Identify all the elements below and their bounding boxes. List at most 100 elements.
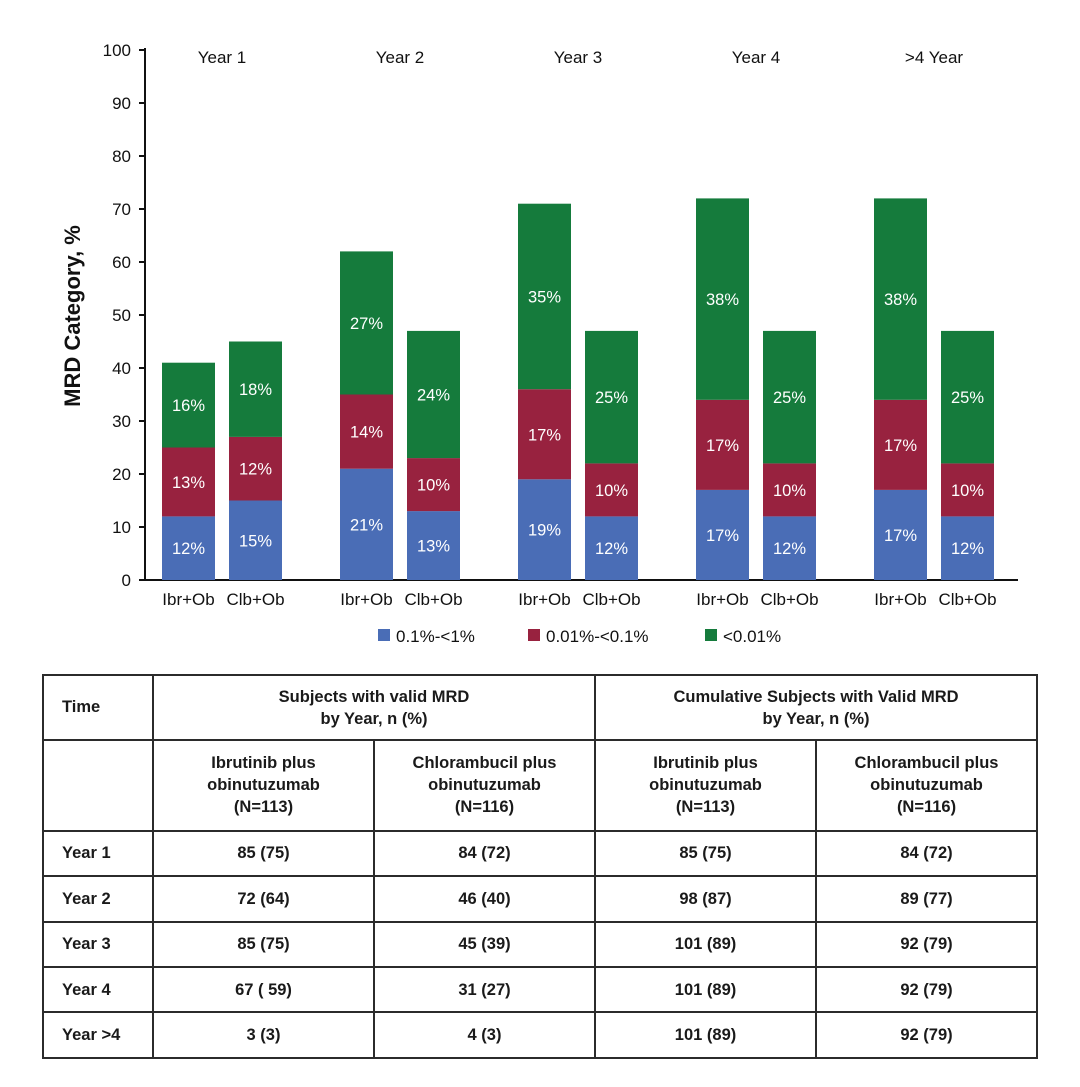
clb-header-n: (N=116) <box>454 798 515 817</box>
y-tick-label: 70 <box>112 200 131 219</box>
bar-segment <box>407 330 460 459</box>
y-tick-label: 20 <box>112 465 131 484</box>
clb-header-line1: Chlorambucil plus <box>412 754 557 773</box>
legend-swatch <box>378 629 390 641</box>
data-label: 16% <box>172 397 205 415</box>
data-label: 13% <box>417 538 450 556</box>
row-time: Year 4 <box>42 966 154 1014</box>
data-label: 10% <box>951 482 984 500</box>
cell-clb-valid: 84 (72) <box>372 829 597 878</box>
bar-segment <box>407 458 460 512</box>
cumulative-header-line2: by Year, n (%) <box>762 710 870 729</box>
bar-segment <box>696 198 749 400</box>
data-label: 12% <box>951 540 984 558</box>
cumulative-clb-column-header: Chlorambucil plus obinutuzumab (N=116) <box>815 738 1039 832</box>
legend-label: <0.01% <box>723 627 781 646</box>
data-label: 38% <box>706 291 739 309</box>
cell-clb-cumulative: 89 (77) <box>815 875 1039 923</box>
clb-header-line2: obinutuzumab <box>428 776 541 795</box>
cumulative-ibr-column-header: Ibrutinib plus obinutuzumab (N=113) <box>594 738 818 832</box>
x-tick-label: Clb+Ob <box>226 590 284 609</box>
y-tick-label: 50 <box>112 306 131 325</box>
data-label: 17% <box>884 527 917 545</box>
data-label: 12% <box>239 461 272 479</box>
bar-segment <box>585 463 638 517</box>
cell-clb-valid: 4 (3) <box>372 1011 597 1059</box>
data-label: 38% <box>884 291 917 309</box>
group-label: Year 2 <box>376 48 425 67</box>
bar-segment <box>874 399 927 490</box>
table-row: Year 3 85 (75) 45 (39) 101 (89) 92 (79) <box>42 920 1039 969</box>
x-tick-label: Ibr+Ob <box>518 590 570 609</box>
bar-segment <box>518 389 571 480</box>
cum-ibr-header-line1: Ibrutinib plus <box>653 754 758 773</box>
legend-swatch <box>528 629 540 641</box>
bar-segment <box>518 479 571 580</box>
row-time: Year 2 <box>42 875 154 923</box>
row-time: Year >4 <box>42 1011 154 1059</box>
y-tick-label: 100 <box>103 41 131 60</box>
ibr-header-line2: obinutuzumab <box>207 776 320 795</box>
data-label: 25% <box>773 389 806 407</box>
stacked-bar-chart: MRD Category, % 0 10 20 30 40 50 60 70 80 90 100 Y… <box>60 41 1018 646</box>
data-label: 10% <box>595 482 628 500</box>
x-tick-label: Clb+Ob <box>404 590 462 609</box>
ibr-header-line1: Ibrutinib plus <box>211 754 316 773</box>
group-label: Year 3 <box>554 48 603 67</box>
bar-segment <box>340 251 393 395</box>
y-tick-label: 30 <box>112 412 131 431</box>
y-tick-label: 60 <box>112 253 131 272</box>
cumulative-mrd-group-header: Cumulative Subjects with Valid MRD by Ye… <box>594 674 1039 741</box>
data-label: 19% <box>528 522 561 540</box>
cell-ibr-valid: 67 ( 59) <box>152 966 375 1014</box>
x-tick-label: Clb+Ob <box>938 590 996 609</box>
x-tick-label: Clb+Ob <box>760 590 818 609</box>
bar-segment <box>162 447 215 517</box>
group-label: >4 Year <box>905 48 963 67</box>
cumulative-header-line1: Cumulative Subjects with Valid MRD <box>673 688 959 707</box>
table-row: Year >4 3 (3) 4 (3) 101 (89) 92 (79) <box>42 1011 1039 1059</box>
cum-clb-header-line2: obinutuzumab <box>870 776 983 795</box>
ibr-column-header: Ibrutinib plus obinutuzumab (N=113) <box>152 738 375 832</box>
time-header: Time <box>42 674 154 741</box>
y-tick-label: 0 <box>122 571 131 590</box>
data-label: 17% <box>706 527 739 545</box>
bar-segment <box>340 394 393 469</box>
data-label: 17% <box>706 437 739 455</box>
cell-ibr-valid: 3 (3) <box>152 1011 375 1059</box>
legend-swatch <box>705 629 717 641</box>
row-time: Year 1 <box>42 829 154 878</box>
cell-clb-valid: 45 (39) <box>372 920 597 969</box>
cell-ibr-valid: 85 (75) <box>152 829 375 878</box>
table-header-row: Time Subjects with valid MRD by Year, n … <box>42 674 1039 741</box>
x-tick-label: Ibr+Ob <box>162 590 214 609</box>
legend-label: 0.1%-<1% <box>396 627 475 646</box>
bar-segment <box>763 463 816 517</box>
y-tick-label: 10 <box>112 518 131 537</box>
mrd-subjects-table: Time Subjects with valid MRD by Year, n … <box>42 674 1039 1059</box>
data-label: 21% <box>350 516 383 534</box>
cell-clb-cumulative: 84 (72) <box>815 829 1039 878</box>
data-label: 25% <box>951 389 984 407</box>
y-tick-label: 80 <box>112 147 131 166</box>
cell-ibr-cumulative: 85 (75) <box>594 829 818 878</box>
cell-clb-cumulative: 92 (79) <box>815 1011 1039 1059</box>
bar-segment <box>941 516 994 580</box>
data-label: 25% <box>595 389 628 407</box>
cum-clb-header-n: (N=116) <box>896 798 957 817</box>
cell-clb-valid: 31 (27) <box>372 966 597 1014</box>
bar-segment <box>162 516 215 580</box>
y-tick-label: 90 <box>112 94 131 113</box>
bar-segment <box>696 399 749 490</box>
legend-label: 0.01%-<0.1% <box>546 627 649 646</box>
data-label: 17% <box>884 437 917 455</box>
valid-mrd-header-line1: Subjects with valid MRD <box>278 688 470 707</box>
row-time: Year 3 <box>42 920 154 969</box>
data-label: 27% <box>350 315 383 333</box>
cell-ibr-cumulative: 98 (87) <box>594 875 818 923</box>
x-tick-label: Clb+Ob <box>582 590 640 609</box>
bar-segment <box>941 330 994 464</box>
bar-segment <box>874 198 927 400</box>
ibr-header-n: (N=113) <box>233 798 294 817</box>
empty-header-cell <box>42 738 154 832</box>
